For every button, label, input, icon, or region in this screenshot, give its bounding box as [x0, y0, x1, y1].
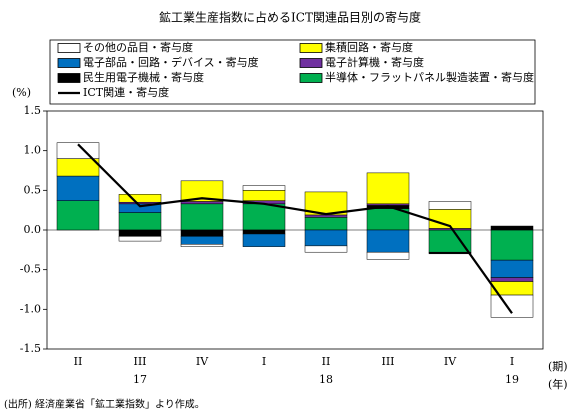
bar-segment: [304, 214, 348, 218]
legend-swatch: [57, 43, 81, 53]
x-tick-label: III: [381, 355, 394, 368]
legend-swatch: [299, 58, 323, 68]
year-label: 18: [319, 373, 333, 386]
legend-label: その他の品目・寄与度: [83, 40, 193, 54]
bar-segment: [56, 200, 100, 231]
y-tick-label: 1.5: [24, 104, 42, 117]
x-tick-label: I: [510, 355, 514, 368]
bar-segment: [180, 236, 224, 245]
legend-label: 民生用電子機械・寄与度: [83, 70, 204, 84]
bar-segment: [56, 175, 100, 201]
y-tick-label: -1.5: [20, 342, 41, 355]
x-tick-label: II: [74, 355, 83, 368]
legend-swatch: [57, 58, 81, 68]
bar-segment: [180, 203, 224, 231]
y-tick-label: 0.0: [24, 223, 42, 236]
bar-segment: [366, 251, 410, 260]
bar-segment: [118, 212, 162, 231]
bar-segment: [242, 203, 286, 231]
chart-title: 鉱工業生産指数に占めるICT関連品目別の寄与度: [159, 10, 421, 25]
bar-segment: [304, 245, 348, 253]
bar-segment: [56, 158, 100, 177]
bar-segment: [366, 172, 410, 205]
year-label: 19: [505, 373, 519, 386]
bar-segment: [490, 225, 534, 231]
x-tick-label: IV: [196, 355, 209, 368]
bar-segment: [428, 201, 472, 210]
year-label: 17: [133, 373, 147, 386]
bar-segment: [366, 229, 410, 253]
bar-segment: [304, 217, 348, 231]
bar-segment: [242, 229, 286, 235]
x-tick-label: III: [133, 355, 146, 368]
y-tick-label: 1.0: [24, 144, 42, 157]
legend-label: 電子部品・回路・デバイス・寄与度: [83, 55, 259, 69]
bar-segment: [490, 259, 534, 278]
year-unit: (年): [548, 377, 568, 391]
bar-segment: [304, 229, 348, 247]
y-tick-label: 0.5: [24, 183, 42, 196]
bar-segment: [490, 229, 534, 261]
bar-segment: [242, 185, 286, 191]
y-tick-label: -1.0: [20, 302, 41, 315]
bar-segment: [180, 201, 224, 205]
line-series: [77, 143, 513, 314]
legend-label: 電子計算機・寄与度: [325, 55, 424, 69]
source-note: (出所) 経済産業省「鉱工業指数」より作成。: [4, 398, 205, 411]
bar-segment: [118, 229, 162, 237]
x-unit: (期): [548, 360, 568, 373]
bar-segment: [242, 190, 286, 201]
bar-segment: [428, 251, 472, 255]
x-tick-label: IV: [444, 355, 457, 368]
legend-label: 集積回路・寄与度: [325, 40, 413, 54]
legend-label: 半導体・フラットパネル製造装置・寄与度: [325, 70, 534, 84]
legend-swatch: [299, 43, 323, 53]
bar-segment: [180, 229, 224, 237]
x-tick-label: I: [262, 355, 266, 368]
bar-segment: [428, 229, 472, 253]
bar-segment: [118, 236, 162, 242]
legend-swatch: [299, 73, 323, 83]
y-tick-label: -0.5: [20, 263, 41, 276]
x-tick-label: II: [322, 355, 331, 368]
bar-segment: [490, 277, 534, 282]
bar-segment: [118, 194, 162, 203]
bar-segment: [242, 233, 286, 247]
bar-segment: [490, 294, 534, 318]
y-unit: (%): [12, 86, 31, 99]
bar-segment: [180, 180, 224, 202]
legend-swatch: [57, 73, 81, 83]
legend-label: ICT関連・寄与度: [83, 85, 169, 99]
bar-segment: [180, 244, 224, 247]
legend-box: [49, 39, 536, 105]
